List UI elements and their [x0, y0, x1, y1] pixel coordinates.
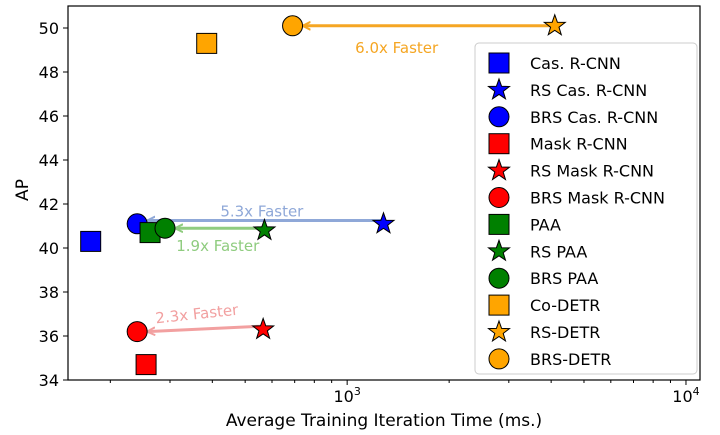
y-tick-label: 44 — [39, 151, 59, 170]
legend-marker-square — [488, 213, 510, 235]
y-axis-ticks: 34 36 38 40 42 44 46 48 50 — [39, 19, 68, 390]
point-circle — [126, 321, 148, 343]
legend-marker-circle — [488, 187, 510, 208]
annotation-arrow — [147, 324, 264, 332]
legend-label: RS-DETR — [530, 323, 600, 342]
point-star — [372, 212, 395, 234]
legend-label: RS Cas. R-CNN — [530, 81, 647, 100]
legend-marker-circle — [488, 106, 510, 128]
y-tick-label: 34 — [39, 371, 59, 390]
legend: Cas. R-CNN RS Cas. R-CNN BRS Cas. R-CNN Mas… — [474, 42, 698, 375]
y-tick-label: 50 — [39, 19, 59, 38]
x-axis-label: Average Training Iteration Time (ms.) — [226, 411, 542, 431]
legend-label: BRS Cas. R-CNN — [530, 108, 658, 127]
legend-label: Co-DETR — [530, 296, 600, 315]
y-tick-label: 36 — [39, 327, 59, 346]
point-square — [196, 32, 218, 54]
legend-marker-square — [488, 294, 510, 316]
y-tick-label: 48 — [39, 63, 59, 82]
plot-frame — [67, 5, 701, 381]
legend-marker-circle — [488, 348, 510, 370]
legend-marker-square — [488, 52, 510, 74]
legend-marker-square — [488, 133, 510, 155]
point-circle — [282, 15, 304, 37]
point-circle — [154, 217, 176, 239]
x-axis-ticks: 103 104 — [109, 380, 700, 406]
y-tick-label: 42 — [39, 195, 59, 214]
annotation-label: 5.3x Faster — [220, 203, 304, 221]
legend-label: BRS PAA — [530, 269, 598, 288]
point-star — [543, 14, 566, 36]
legend-label: RS Mask R-CNN — [530, 162, 654, 181]
y-tick-label: 40 — [39, 239, 59, 258]
x-tick-label: 103 — [333, 385, 360, 406]
y-tick-label: 46 — [39, 107, 59, 126]
legend-label: Cas. R-CNN — [530, 54, 621, 73]
legend-label: PAA — [530, 215, 561, 234]
legend-label: RS PAA — [530, 242, 587, 261]
point-square — [135, 354, 157, 376]
x-tick-label: 104 — [672, 385, 699, 406]
legend-label: BRS-DETR — [530, 350, 611, 369]
y-axis-label: AP — [13, 179, 33, 201]
annotation-label: 6.0x Faster — [355, 39, 439, 57]
legend-label: BRS Mask R-CNN — [530, 189, 665, 208]
y-tick-label: 38 — [39, 283, 59, 302]
point-square — [80, 230, 102, 252]
legend-label: Mask R-CNN — [530, 135, 628, 154]
annotation-label: 1.9x Faster — [176, 237, 260, 255]
legend-marker-circle — [488, 267, 510, 289]
legend-box — [474, 42, 698, 375]
point-star — [252, 317, 275, 339]
annotation-label: 2.3x Faster — [155, 301, 240, 328]
